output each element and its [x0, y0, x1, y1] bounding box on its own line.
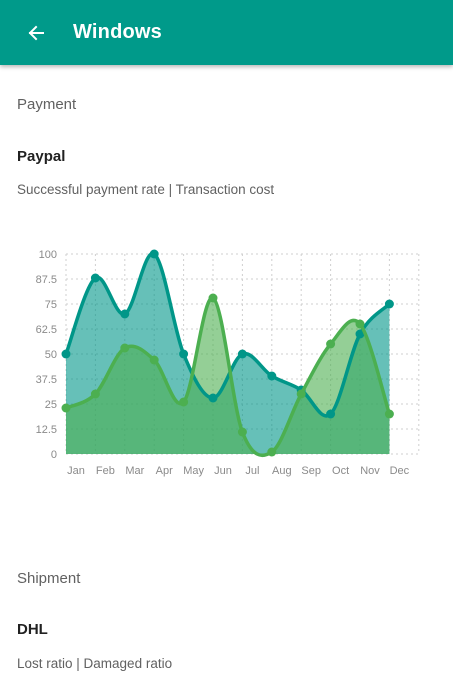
series-2-point [90, 389, 100, 399]
series-2-point [120, 343, 130, 353]
series-2-point [179, 397, 189, 407]
series-1-point [179, 349, 189, 359]
x-tick-label: Dec [390, 465, 410, 477]
app-bar: Windows [0, 0, 453, 65]
card-subtitle-paypal: Successful payment rate | Transaction co… [17, 182, 275, 197]
y-tick-label: 62.5 [36, 324, 57, 336]
x-tick-label: May [183, 465, 204, 477]
series-1-point [384, 299, 394, 309]
x-tick-label: Nov [360, 465, 380, 477]
x-tick-label: Jan [67, 465, 85, 477]
series-2-point [326, 339, 336, 349]
series-1-point [237, 349, 247, 359]
series-2-point [384, 409, 394, 419]
series-1-point [208, 393, 218, 403]
section-label-payment: Payment [17, 96, 77, 113]
x-tick-label: Sep [301, 465, 321, 477]
series-2-point [149, 355, 159, 365]
series-2-point [355, 319, 365, 329]
section-label-shipment: Shipment [17, 570, 81, 587]
series-2-point [61, 403, 71, 413]
series-1-point [355, 329, 365, 339]
card-title-paypal: Paypal [17, 148, 66, 165]
series-1-point [61, 349, 71, 359]
series-1-point [90, 273, 100, 283]
x-tick-label: Jun [214, 465, 232, 477]
y-tick-label: 100 [39, 249, 57, 261]
y-tick-label: 50 [45, 349, 57, 361]
arrow-left-icon [28, 25, 44, 40]
series-1-point [149, 249, 159, 259]
x-tick-label: Mar [125, 465, 144, 477]
x-tick-label: Feb [96, 465, 115, 477]
series-2-point [208, 293, 218, 303]
series-1-point [267, 371, 277, 381]
x-tick-label: Aug [272, 465, 292, 477]
y-tick-label: 87.5 [36, 274, 57, 286]
x-tick-label: Oct [332, 465, 349, 477]
y-tick-label: 12.5 [36, 424, 57, 436]
payment-area-chart: 0 12.5 25 37.5 50 62.5 75 87.5 100 Jan Feb Mar Apr Ma… [36, 249, 420, 477]
x-tick-label: Jul [245, 465, 259, 477]
series-1-point [120, 309, 130, 319]
x-tick-label: Apr [156, 465, 173, 477]
y-tick-label: 0 [51, 449, 57, 461]
card-subtitle-dhl: Lost ratio | Damaged ratio [17, 656, 173, 671]
page-title: Windows [73, 21, 162, 43]
series-2-point [296, 389, 306, 399]
y-tick-label: 75 [45, 299, 57, 311]
y-tick-label: 37.5 [36, 374, 57, 386]
back-button[interactable] [21, 18, 51, 48]
series-2-point [267, 447, 277, 457]
series-2-point [237, 427, 247, 437]
y-tick-label: 25 [45, 399, 57, 411]
card-title-dhl: DHL [17, 621, 48, 638]
series-1-point [326, 409, 336, 419]
